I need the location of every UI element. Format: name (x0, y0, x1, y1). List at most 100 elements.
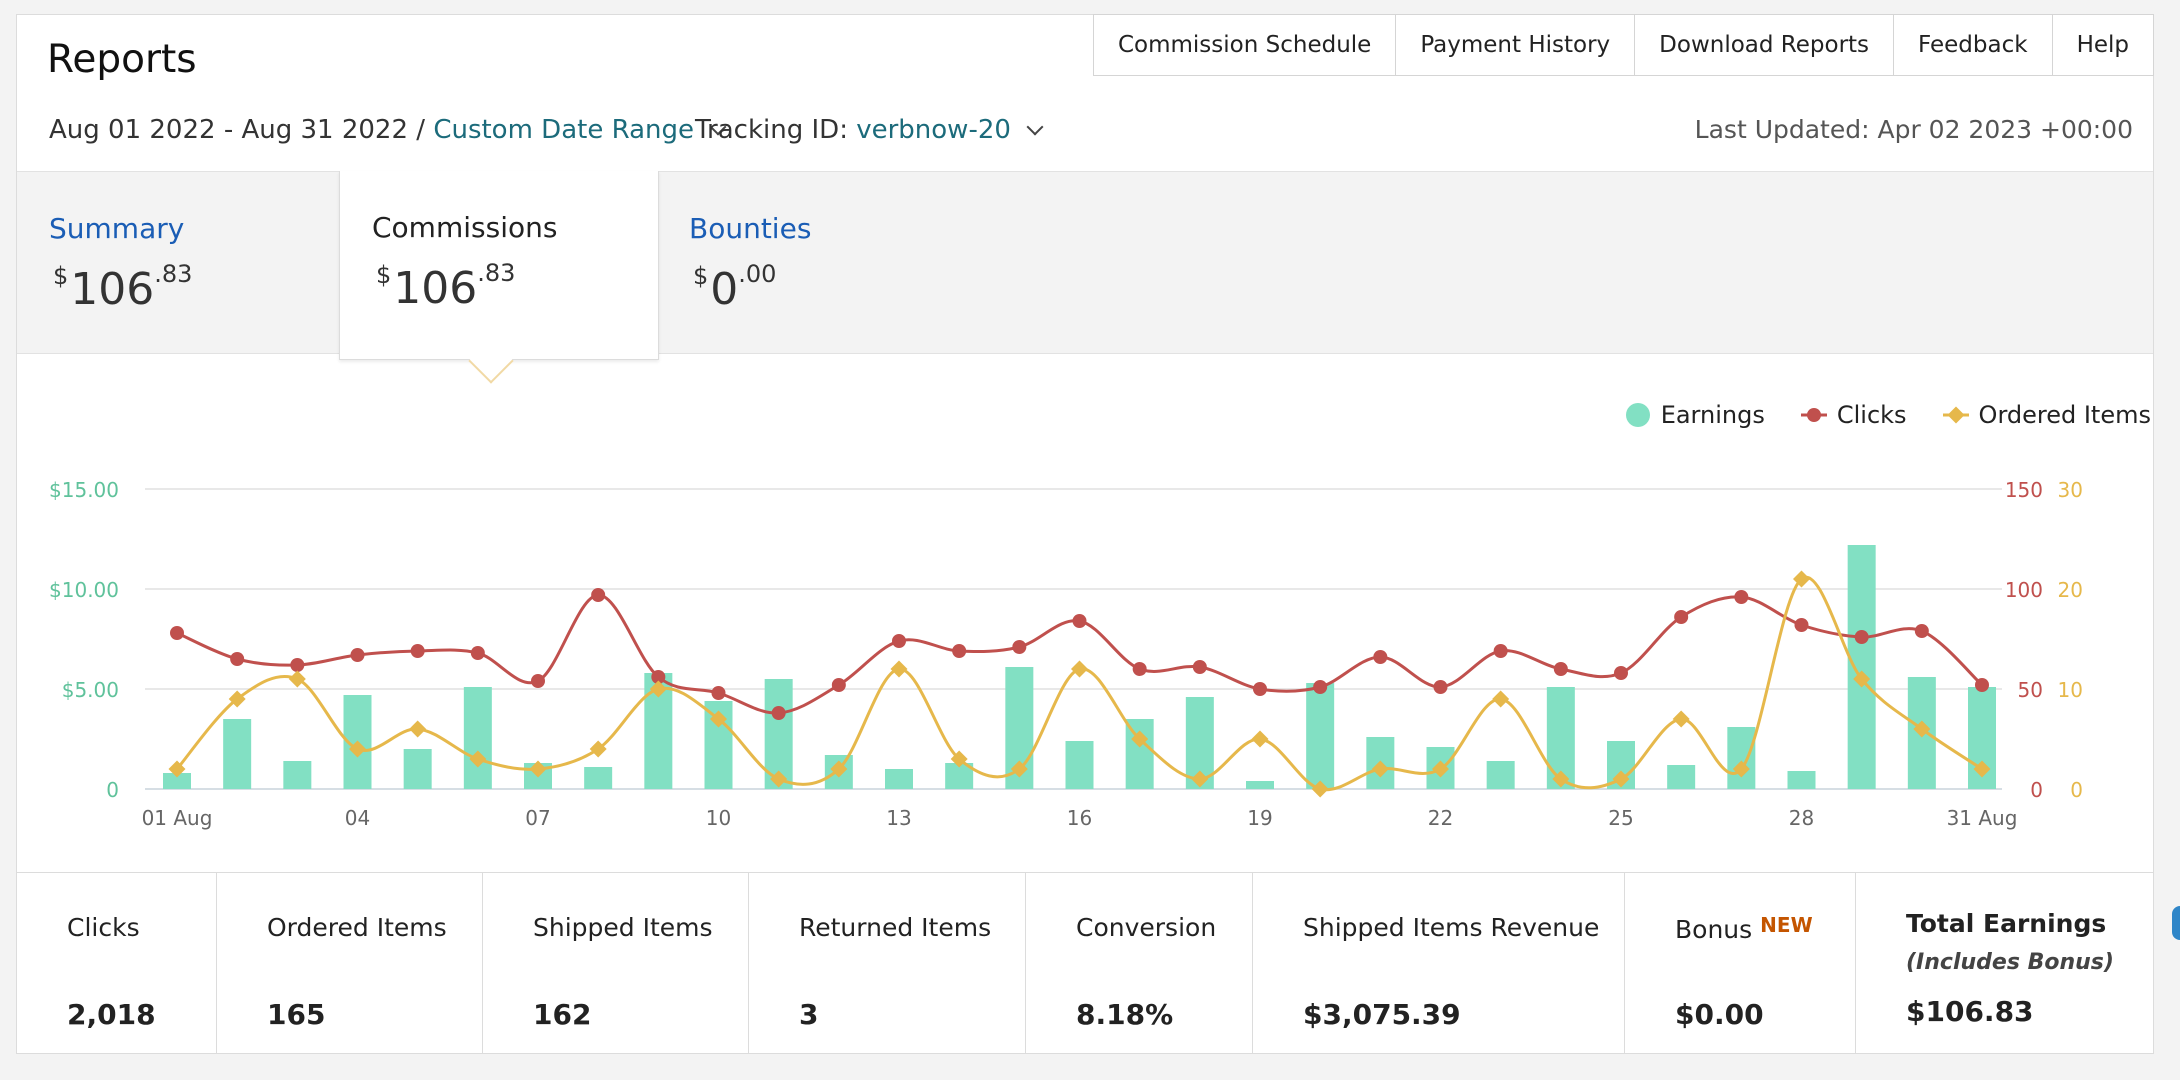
clicks-point (1734, 590, 1749, 604)
x-tick-label: 19 (1247, 806, 1272, 830)
tab-summary[interactable]: Summary $106.83 (17, 172, 339, 353)
clicks-point (1253, 682, 1267, 696)
tab-bounties[interactable]: Bounties $0.00 (657, 172, 957, 353)
y-ordered-tick-label: 10 (2058, 678, 2083, 702)
y-ordered-tick-label: 0 (2070, 778, 2083, 802)
x-tick-label: 13 (886, 806, 911, 830)
help-link[interactable]: Help (2052, 14, 2154, 76)
earnings-bar (584, 767, 613, 789)
clicks-point (711, 686, 726, 700)
stat-total-earnings: Total Earnings (Includes Bonus) $106.83 (1906, 909, 2114, 1028)
last-updated: Last Updated: Apr 02 2023 +00:00 (1694, 115, 2133, 144)
legend-ordered-items[interactable]: Ordered Items (1942, 401, 2151, 429)
clicks-point (170, 626, 184, 640)
tracking-id-value[interactable]: verbnow-20 (856, 115, 1011, 145)
date-range-selector[interactable]: Aug 01 2022 - Aug 31 2022 / Custom Date … (49, 115, 727, 145)
ordered-items-point (649, 680, 667, 698)
scroll-indicator[interactable] (2172, 906, 2180, 940)
stats-row: Clicks 2,018 Ordered Items 165 Shipped I… (17, 872, 2153, 1054)
ordered-items-point (1492, 690, 1510, 708)
top-nav: Commission Schedule Payment History Down… (1092, 14, 2154, 76)
ordered-items-point (890, 660, 908, 678)
ordered-items-line (175, 575, 1983, 792)
clicks-point (410, 644, 425, 658)
clicks-point (651, 670, 666, 684)
date-range-mode[interactable]: Custom Date Range (433, 115, 694, 145)
tab-bounties-label[interactable]: Bounties (689, 212, 812, 245)
ordered-items-point (529, 760, 547, 778)
tab-summary-value: $106.83 (53, 260, 193, 315)
clicks-point (1493, 644, 1508, 658)
tab-summary-label[interactable]: Summary (49, 212, 185, 245)
earnings-bar (463, 687, 492, 789)
x-tick-label: 04 (345, 806, 370, 830)
legend-earnings[interactable]: Earnings (1625, 401, 1765, 429)
ordered-items-point (1432, 760, 1449, 778)
commission-schedule-link[interactable]: Commission Schedule (1093, 14, 1397, 76)
page-title: Reports (47, 37, 197, 82)
x-tick-label: 07 (525, 806, 550, 830)
ordered-items-point (469, 750, 487, 768)
y-clicks-tick-label: 50 (2018, 678, 2043, 702)
legend-clicks[interactable]: Clicks (1800, 401, 1907, 429)
clicks-point (1553, 662, 1568, 676)
clicks-point (892, 634, 906, 648)
y-left-tick-label: 0 (106, 778, 119, 802)
ordered-items-point (1913, 720, 1931, 738)
y-clicks-tick-label: 100 (2005, 578, 2043, 602)
ordered-items-point (168, 760, 186, 778)
reports-card: Reports Commission Schedule Payment Hist… (16, 14, 2154, 1054)
earnings-bar (1727, 727, 1756, 789)
stat-shipped-items: Shipped Items 162 (483, 873, 749, 1054)
clicks-point (1674, 610, 1689, 624)
earnings-bar (1065, 741, 1094, 789)
ordered-items-point (950, 750, 968, 768)
clicks-point (290, 658, 305, 672)
x-tick-label: 10 (706, 806, 731, 830)
y-clicks-tick-label: 150 (2005, 478, 2043, 502)
y-ordered-tick-label: 20 (2058, 578, 2083, 602)
earnings-bar (223, 719, 252, 789)
stat-clicks: Clicks 2,018 (17, 873, 217, 1054)
clicks-point (1433, 680, 1448, 694)
earnings-bar (1486, 761, 1515, 789)
clicks-point (831, 678, 846, 692)
earnings-bar (1847, 545, 1876, 789)
tab-commissions[interactable]: Commissions $106.83 (339, 171, 659, 360)
ordered-items-swatch-icon (1942, 406, 1969, 424)
earnings-bar (1246, 781, 1274, 789)
date-range-text: Aug 01 2022 - Aug 31 2022 / (49, 115, 434, 145)
report-tabs: Summary $106.83 Commissions $106.83 Boun… (17, 171, 2153, 360)
payment-history-link[interactable]: Payment History (1396, 14, 1636, 76)
earnings-bar (1787, 771, 1816, 789)
tab-commissions-label[interactable]: Commissions (372, 211, 558, 244)
ordered-items-point (710, 710, 727, 728)
x-tick-label: 31 Aug (1947, 806, 2018, 830)
earnings-bar (1306, 683, 1335, 789)
y-clicks-tick-label: 0 (2030, 778, 2043, 802)
tracking-id-selector[interactable]: Tracking ID: verbnow-20 (695, 115, 1044, 145)
y-left-tick-label: $10.00 (49, 578, 119, 602)
chevron-down-icon[interactable] (1026, 118, 1044, 136)
clicks-point (1132, 662, 1147, 676)
ordered-items-point (1552, 770, 1570, 788)
clicks-point (1373, 650, 1388, 664)
ordered-items-point (1010, 760, 1028, 778)
y-left-tick-label: $15.00 (49, 478, 119, 502)
x-tick-label: 28 (1789, 806, 1814, 830)
clicks-point (591, 588, 606, 602)
clicks-point (1614, 666, 1628, 680)
feedback-link[interactable]: Feedback (1894, 14, 2053, 76)
x-tick-label: 25 (1608, 806, 1633, 830)
ordered-items-point (1131, 730, 1149, 748)
ordered-items-point (1191, 770, 1209, 788)
ordered-items-point (1672, 710, 1690, 728)
ordered-items-point (770, 770, 788, 788)
ordered-items-point (1973, 760, 1991, 778)
download-reports-link[interactable]: Download Reports (1635, 14, 1895, 76)
y-ordered-tick-label: 30 (2058, 478, 2083, 502)
ordered-items-point (1612, 770, 1630, 788)
tab-commissions-value: $106.83 (376, 259, 516, 314)
ordered-items-point (288, 670, 306, 688)
